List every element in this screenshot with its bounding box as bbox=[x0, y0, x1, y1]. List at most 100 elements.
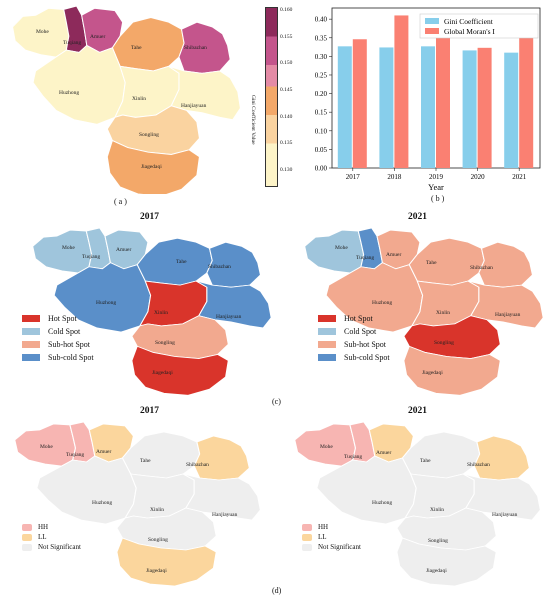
legend-lisa-2017: HH LL Not Significant bbox=[22, 522, 81, 552]
legend-swatch bbox=[22, 315, 40, 322]
colorbar-tick: 0.135 bbox=[280, 140, 293, 147]
c17-label-amuer: Amuer bbox=[116, 247, 132, 253]
legend-swatch bbox=[22, 328, 40, 335]
d21-label-shibazhan: Shibazhan bbox=[467, 462, 490, 468]
legend-label: Hot Spot bbox=[344, 314, 373, 323]
d17-label-hanjiayuan: Hanjiayuan bbox=[212, 512, 238, 518]
region-tahe bbox=[111, 16, 185, 72]
bar-gini-2020 bbox=[462, 50, 477, 168]
d21-label-mohe: Mohe bbox=[320, 444, 333, 450]
bar-moran-2018 bbox=[394, 15, 409, 168]
c21-region-tahe bbox=[408, 237, 485, 286]
legend-swatch bbox=[22, 354, 40, 361]
legend-item: Sub-hot Spot bbox=[22, 338, 94, 351]
label-amuer: Amuer bbox=[90, 34, 106, 40]
c17-region-tuqiang bbox=[85, 227, 112, 270]
y-tick-label: 0.30 bbox=[315, 53, 328, 61]
chart-legend-label: Global Moran's I bbox=[444, 27, 495, 36]
c17-label-songling: Songling bbox=[155, 340, 175, 346]
bar-gini-2021 bbox=[504, 52, 519, 168]
bar-moran-2021 bbox=[519, 34, 534, 169]
region-huzhong bbox=[32, 44, 126, 125]
d21-label-amuer: Amuer bbox=[376, 450, 392, 456]
c17-label-tahe: Tahe bbox=[176, 259, 187, 265]
legend-swatch bbox=[318, 315, 336, 322]
legend-swatch bbox=[22, 523, 32, 531]
d21-label-tuqiang: Tuqiang bbox=[344, 454, 363, 460]
caption-a: ( a ) bbox=[114, 197, 127, 206]
bar-chart-panel-b: 0.00 0.05 0.10 0.15 0.20 0.25 0.30 0.35 0.40 2017… bbox=[315, 7, 541, 192]
label-hanjiayuan: Hanjiayuan bbox=[181, 103, 207, 109]
d21-label-xinlin: Xinlin bbox=[430, 507, 445, 513]
c21-label-shibazhan: Shibazhan bbox=[470, 265, 493, 271]
legend-swatch bbox=[22, 543, 32, 551]
c17-region-mohe bbox=[32, 229, 93, 274]
legend-label: Sub-hot Spot bbox=[344, 340, 387, 349]
legend-label: Sub-hot Spot bbox=[48, 340, 91, 349]
d21-region-tahe bbox=[401, 431, 481, 479]
colorbar-ticks: 0.160 0.155 0.150 0.145 0.140 0.135 0.130 bbox=[278, 0, 308, 195]
caption-c: (c) bbox=[272, 397, 281, 406]
c21-label-hanjiayuan: Hanjiayuan bbox=[495, 312, 521, 318]
y-tick-label: 0.20 bbox=[315, 90, 328, 98]
d21-label-songling: Songling bbox=[428, 538, 448, 544]
x-axis-label: Year bbox=[428, 182, 444, 192]
chart-legend-label: Gini Coefficient bbox=[444, 17, 494, 26]
label-tahe: Tahe bbox=[131, 45, 142, 51]
d17-label-mohe: Mohe bbox=[40, 444, 53, 450]
x-tick-label: 2017 bbox=[346, 173, 361, 181]
c21-label-jiagedaqi: Jiagedaqi bbox=[422, 370, 443, 376]
label-mohe: Mohe bbox=[36, 29, 49, 35]
legend-swatch bbox=[302, 523, 312, 531]
bar-moran-2017 bbox=[352, 39, 367, 168]
chart-legend-box bbox=[419, 13, 539, 39]
legend-label: Not Significant bbox=[38, 543, 81, 551]
colorbar-tick: 0.140 bbox=[280, 113, 293, 120]
y-tick-label: 0.40 bbox=[315, 16, 328, 24]
d21-label-tahe: Tahe bbox=[420, 458, 431, 464]
legend-swatch bbox=[318, 354, 336, 361]
bar-moran-2019 bbox=[436, 18, 450, 168]
d21-label-huzhong: Huzhong bbox=[372, 500, 393, 506]
panel-c-title-2017: 2017 bbox=[140, 212, 159, 222]
x-tick-label: 2020 bbox=[471, 173, 486, 181]
gini-colorbar bbox=[265, 7, 278, 187]
x-tick-label: 2021 bbox=[512, 173, 527, 181]
legend-label: Hot Spot bbox=[48, 314, 77, 323]
d21-region-shibazhan bbox=[473, 435, 531, 481]
c21-label-tuqiang: Tuqiang bbox=[356, 255, 375, 261]
label-tuqiang: Tuqiang bbox=[63, 40, 82, 46]
c21-label-huzhong: Huzhong bbox=[372, 300, 393, 306]
legend-hotspot-2017: Hot Spot Cold Spot Sub-hot Spot Sub-cold Sp… bbox=[22, 312, 94, 364]
d17-region-shibazhan bbox=[193, 435, 251, 481]
c21-region-tuqiang bbox=[357, 227, 384, 270]
bar-gini-2017 bbox=[337, 46, 352, 169]
c21-label-xinlin: Xinlin bbox=[436, 310, 451, 316]
legend-swatch bbox=[318, 341, 336, 348]
label-xinlin: Xinlin bbox=[132, 96, 147, 102]
c17-label-tuqiang: Tuqiang bbox=[82, 254, 101, 260]
legend-label: Not Significant bbox=[318, 543, 361, 551]
legend-item: Hot Spot bbox=[318, 312, 390, 325]
label-shibazhan: Shibazhan bbox=[184, 45, 207, 51]
legend-item: Hot Spot bbox=[22, 312, 94, 325]
d17-label-jiagedaqi: Jiagedaqi bbox=[146, 568, 167, 574]
x-tick-label: 2019 bbox=[429, 173, 444, 181]
d17-label-amuer: Amuer bbox=[96, 449, 112, 455]
x-tick-label: 2018 bbox=[387, 173, 402, 181]
legend-swatch bbox=[318, 328, 336, 335]
d17-label-tuqiang: Tuqiang bbox=[66, 452, 85, 458]
legend-lisa-2021: HH LL Not Significant bbox=[302, 522, 361, 552]
y-tick-label: 0.00 bbox=[315, 165, 328, 173]
y-tick-label: 0.05 bbox=[315, 146, 328, 154]
legend-label: LL bbox=[318, 533, 327, 541]
panel-c-title-2021: 2021 bbox=[408, 212, 427, 222]
c17-label-huzhong: Huzhong bbox=[96, 300, 117, 306]
c17-label-hanjiayuan: Hanjiayuan bbox=[216, 314, 242, 320]
legend-swatch bbox=[302, 533, 312, 541]
d17-label-songling: Songling bbox=[148, 537, 168, 543]
y-tick-label: 0.10 bbox=[315, 127, 328, 135]
c17-label-shibazhan: Shibazhan bbox=[208, 264, 231, 270]
colorbar-tick: 0.130 bbox=[280, 167, 293, 173]
bar-gini-2018 bbox=[379, 47, 394, 168]
